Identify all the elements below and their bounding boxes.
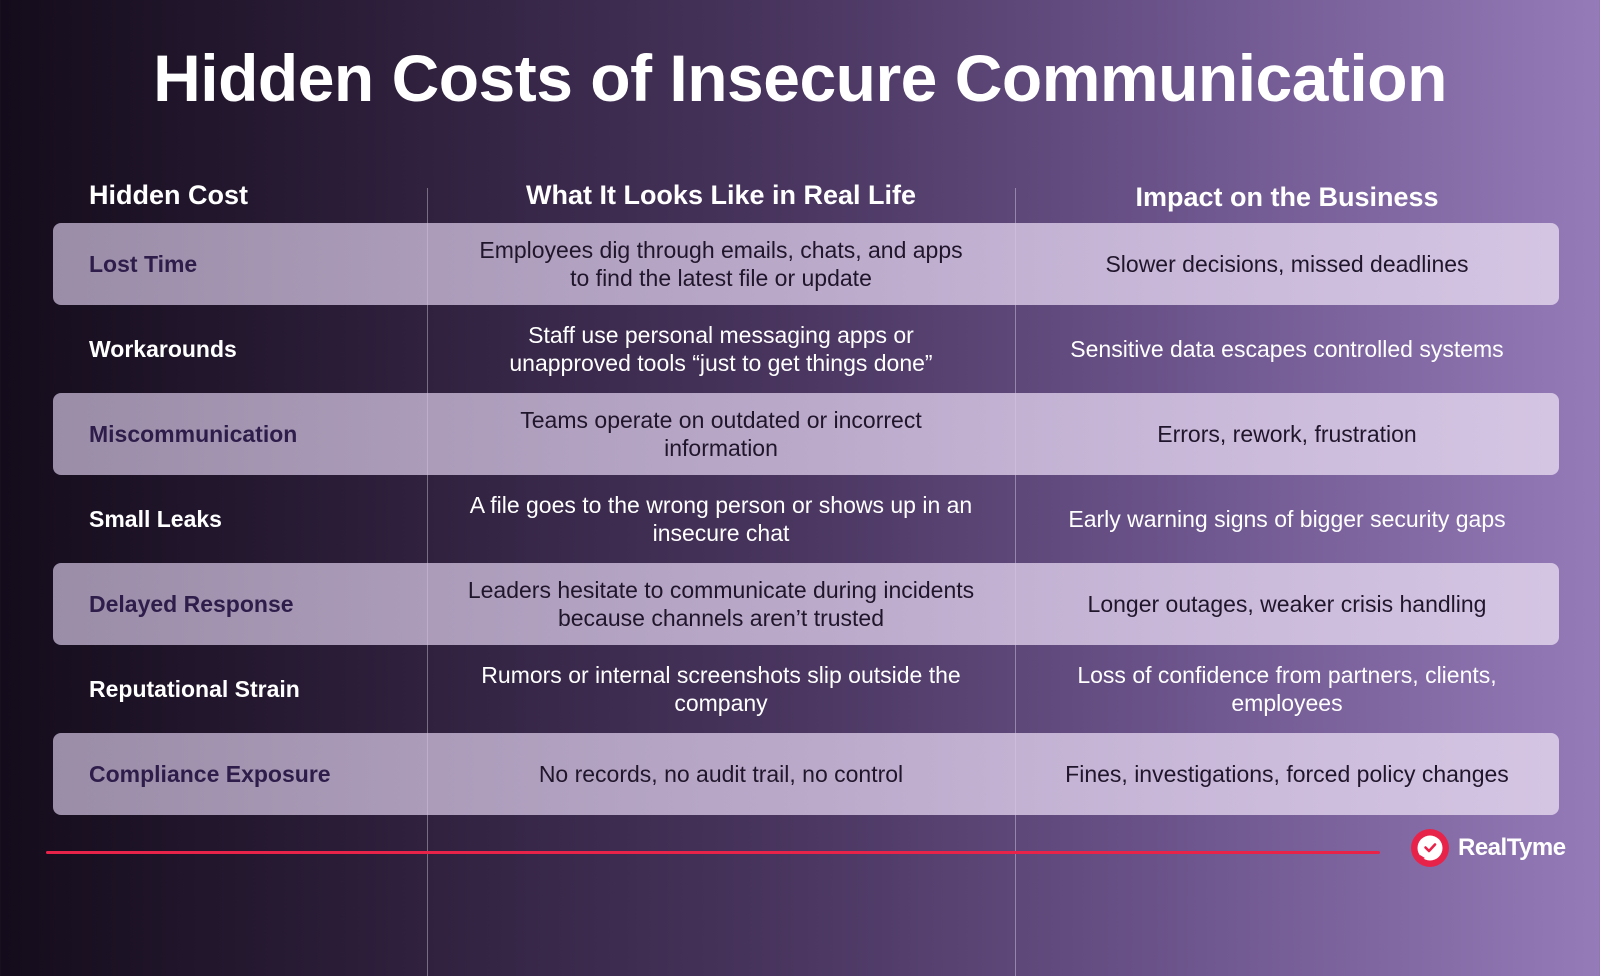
cost-cell: Workarounds xyxy=(89,335,237,362)
header-hidden-cost: Hidden Cost xyxy=(89,180,248,210)
cost-cell: Delayed Response xyxy=(89,590,294,617)
impact-cell: Errors, rework, frustration xyxy=(1157,421,1417,447)
table-row: Miscommunication Teams operate on outdat… xyxy=(53,393,1559,475)
table-row: Small Leaks A file goes to the wrong per… xyxy=(53,478,1559,560)
footer-accent-line xyxy=(46,851,1380,854)
brand-name: RealTyme xyxy=(1458,834,1566,861)
cost-cell: Reputational Strain xyxy=(89,675,300,702)
brand-logo: RealTyme xyxy=(1410,828,1566,868)
real-life-cell: No records, no audit trail, no control xyxy=(538,761,904,787)
impact-cell: Longer outages, weaker crisis handling xyxy=(1087,591,1487,617)
real-life-cell: Leaders hesitate to communicate during i… xyxy=(467,577,975,631)
cost-cell: Lost Time xyxy=(89,250,198,277)
hidden-costs-table: Hidden Cost What It Looks Like in Real L… xyxy=(53,168,1559,976)
cost-cell: Miscommunication xyxy=(89,420,298,447)
real-life-cell: Teams operate on outdated or incorrect i… xyxy=(520,407,922,461)
real-life-cell: Rumors or internal screenshots slip outs… xyxy=(481,662,961,716)
header-impact: Impact on the Business xyxy=(1135,182,1439,212)
cost-cell: Small Leaks xyxy=(89,505,222,532)
impact-cell: Slower decisions, missed deadlines xyxy=(1105,251,1469,277)
table-header-row: Hidden Cost What It Looks Like in Real L… xyxy=(53,168,1559,223)
impact-cell: Early warning signs of bigger security g… xyxy=(1068,506,1506,532)
cost-cell: Compliance Exposure xyxy=(89,760,331,787)
real-life-cell: Staff use personal messaging apps or una… xyxy=(509,322,933,376)
impact-cell: Sensitive data escapes controlled system… xyxy=(1070,336,1504,362)
header-real-life: What It Looks Like in Real Life xyxy=(525,180,917,210)
chat-bubble-check-icon xyxy=(1410,828,1450,868)
impact-cell: Loss of confidence from partners, client… xyxy=(1077,662,1497,716)
table-row: Lost Time Employees dig through emails, … xyxy=(53,223,1559,305)
table-row: Workarounds Staff use personal messaging… xyxy=(53,308,1559,390)
table-row: Delayed Response Leaders hesitate to com… xyxy=(53,563,1559,645)
table-row: Compliance Exposure No records, no audit… xyxy=(53,733,1559,815)
page-title: Hidden Costs of Insecure Communication xyxy=(153,41,1447,115)
real-life-cell: A file goes to the wrong person or shows… xyxy=(469,492,973,546)
table-row: Reputational Strain Rumors or internal s… xyxy=(53,648,1559,730)
impact-cell: Fines, investigations, forced policy cha… xyxy=(1065,761,1509,787)
real-life-cell: Employees dig through emails, chats, and… xyxy=(479,237,963,291)
